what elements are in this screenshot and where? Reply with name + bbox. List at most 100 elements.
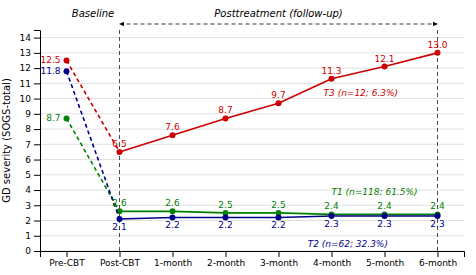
tick-mark [34,160,40,161]
point [64,115,70,121]
tick-label: 10 [20,94,32,104]
tick-mark [34,68,40,69]
tick-mark [34,251,40,252]
grid-line [40,37,464,38]
point [64,68,70,74]
tick: 13 [20,48,40,58]
point [64,57,70,63]
tick-label: 8 [25,124,31,134]
legend-entry: T1 (n=118; 61.5%) [332,187,418,197]
tick: 4 [25,185,40,195]
series-line [120,53,438,152]
tick-mark [34,38,40,39]
grid-line [40,98,464,99]
tick-label: 4-month [313,258,351,268]
data-label: 2.3 [377,219,391,229]
tick: 3 [25,201,40,211]
tick-label: 2-month [207,258,245,268]
annotations: Baseline Posttreatment (follow-up) [72,8,438,251]
tick-label: 4 [25,185,31,195]
tick: 8 [25,124,40,134]
chart: 01234567891011121314Pre-CBTPost-CBT1-mon… [0,0,476,275]
axis-title: GD severity (SOGS-total) [1,78,12,203]
tick-mark [34,53,40,54]
point [170,208,176,214]
tick-mark [34,190,40,191]
tick-mark [34,175,40,176]
tick: 12 [20,63,40,73]
series [64,68,441,222]
tick-mark [226,251,227,257]
data-label: 2.3 [324,219,338,229]
grid-line [40,113,464,114]
tick: 5-month [366,251,404,268]
data-label: 9.7 [271,90,285,100]
tick-mark [34,144,40,145]
grid-line [40,52,464,53]
data-label: 2.4 [377,201,392,211]
data-label: 2.2 [165,220,179,230]
data-label: 2.2 [218,220,232,230]
data-label: 2.2 [271,220,285,230]
tick-mark [34,114,40,115]
plot: 01234567891011121314Pre-CBTPost-CBT1-mon… [1,8,465,268]
legend: T1 (n=118; 61.5%)T2 (n=62; 32.3%)T3 (n=1… [308,88,418,249]
phase-label: Baseline [72,8,114,19]
tick-label: 1 [25,231,31,241]
tick-mark [34,99,40,100]
tick: 4-month [313,251,351,268]
data-label: 2.5 [271,200,285,210]
tick-label: 3 [25,201,31,211]
phase-label: Posttreatment (follow-up) [214,8,342,19]
tick-mark [385,251,386,257]
tick-label: 0 [25,246,31,256]
tick-mark [120,251,121,257]
grid-line [40,174,464,175]
tick-label: 11 [20,79,31,89]
tick-label: 7 [25,140,31,150]
point [382,64,388,70]
tick: 14 [20,33,40,43]
data-label: 2.6 [112,198,127,208]
data-label: 12.5 [40,55,60,65]
data-label: 2.3 [430,219,444,229]
tick-label: 1-month [154,258,192,268]
marks [64,50,441,222]
phase-arrow [120,24,438,25]
tick-label: 12 [20,63,31,73]
tick-mark [67,251,68,257]
tick-label: 6 [25,155,31,165]
tick-label: 5-month [366,258,404,268]
point [329,76,335,82]
grid-line [40,235,464,236]
grid-line [40,83,464,84]
tick-mark [34,83,40,84]
grid-line [40,159,464,160]
tick: 7 [25,140,40,150]
axis-line [41,252,465,258]
tick: 11 [20,79,40,89]
tick: 1-month [154,251,192,268]
grid-line [40,205,464,206]
tick: 2 [25,216,40,226]
point [435,50,441,56]
tick: Post-CBT [100,251,141,268]
tick: 3-month [260,251,298,268]
data-label: 11.3 [321,66,341,76]
tick: 6 [25,155,40,165]
grid-line [40,129,464,130]
tick: 9 [25,109,40,119]
grid [40,38,464,251]
tick: 1 [25,231,40,241]
tick-label: 2 [25,216,31,226]
data-label: 6.5 [112,139,126,149]
data-label: 2.6 [165,198,180,208]
tick: 2-month [207,251,245,268]
tick-mark [34,129,40,130]
tick-mark [279,251,280,257]
grid-line [40,68,464,69]
tick-mark [438,251,439,257]
data-label: 2.1 [112,222,126,232]
tick-mark [332,251,333,257]
tick-label: Pre-CBT [49,258,85,268]
